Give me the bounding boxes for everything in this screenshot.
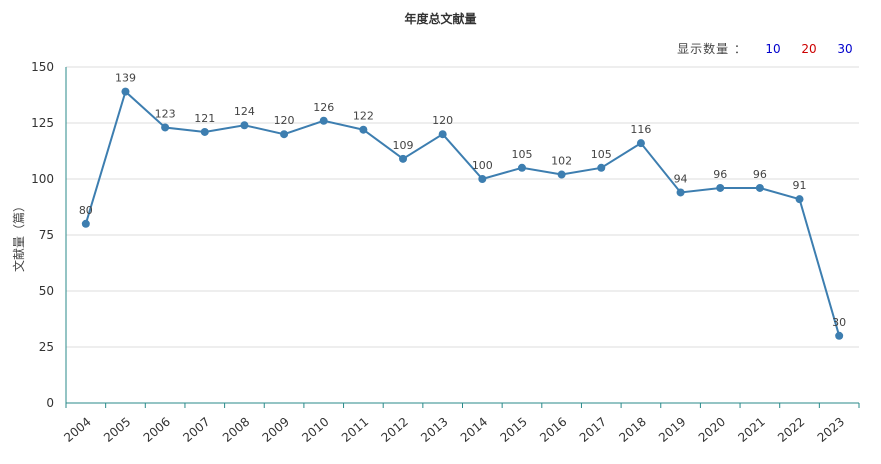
data-point	[835, 331, 844, 340]
x-tick-label: 2022	[775, 415, 807, 445]
y-tick-label: 125	[31, 116, 54, 130]
x-tick-label: 2019	[656, 415, 688, 445]
data-point	[161, 123, 170, 132]
x-tick-label: 2012	[379, 415, 411, 445]
data-label: 121	[194, 112, 215, 125]
data-label: 120	[274, 114, 295, 127]
data-label: 116	[630, 123, 651, 136]
data-point	[359, 125, 368, 134]
y-tick-label: 100	[31, 172, 54, 186]
data-point	[280, 130, 289, 139]
y-tick-label: 150	[31, 60, 54, 74]
data-label: 96	[753, 168, 767, 181]
x-tick-label: 2005	[101, 415, 133, 445]
data-label: 100	[472, 159, 493, 172]
x-tick-label: 2023	[815, 415, 847, 445]
x-tick-label: 2021	[735, 415, 767, 445]
data-point	[636, 139, 645, 148]
data-point	[478, 175, 487, 183]
data-point	[676, 188, 685, 197]
data-point	[200, 127, 209, 136]
x-tick-label: 2018	[616, 415, 648, 445]
display-count-selector: 显示数量 ： 10 20 30	[677, 40, 863, 57]
data-label: 94	[674, 172, 688, 185]
display-count-option-20[interactable]: 20	[801, 41, 817, 56]
x-tick-label: 2006	[141, 415, 173, 445]
data-point	[438, 130, 447, 139]
data-label: 122	[353, 110, 374, 123]
data-label: 91	[793, 179, 807, 192]
x-tick-label: 2014	[458, 415, 490, 445]
data-label: 126	[313, 101, 334, 114]
y-tick-label: 0	[46, 396, 54, 410]
x-tick-label: 2013	[418, 415, 450, 445]
data-point	[399, 154, 408, 163]
x-tick-label: 2008	[220, 415, 252, 445]
data-point	[716, 183, 725, 192]
data-point	[557, 170, 566, 179]
data-label: 124	[234, 105, 255, 118]
data-label: 123	[155, 107, 176, 120]
data-point	[121, 87, 130, 96]
x-tick-label: 2010	[299, 415, 331, 445]
data-label: 109	[393, 139, 414, 152]
data-point	[81, 219, 90, 228]
x-tick-label: 2015	[498, 415, 530, 445]
x-tick-label: 2004	[61, 415, 93, 445]
display-count-label: 显示数量 ：	[677, 42, 747, 56]
x-tick-label: 2007	[180, 415, 212, 445]
data-point	[319, 116, 328, 125]
data-point	[795, 195, 804, 204]
data-label: 102	[551, 155, 572, 168]
chart-title: 年度总文献量	[404, 12, 477, 26]
y-tick-label: 25	[39, 340, 54, 354]
data-label: 30	[832, 316, 846, 329]
data-label: 139	[115, 72, 136, 85]
data-point	[755, 183, 764, 192]
x-tick-label: 2011	[339, 415, 371, 445]
series-line	[84, 89, 841, 337]
x-tick-label: 2017	[577, 415, 609, 445]
data-label: 96	[713, 168, 727, 181]
data-label: 105	[591, 148, 612, 161]
data-point	[597, 163, 606, 172]
data-point	[240, 121, 249, 130]
x-tick-label: 2020	[696, 415, 728, 445]
display-count-option-10[interactable]: 10	[765, 41, 781, 56]
display-count-option-30[interactable]: 30	[837, 41, 853, 56]
data-label: 80	[79, 204, 93, 217]
y-tick-label: 50	[39, 284, 54, 298]
y-tick-label: 75	[39, 228, 54, 242]
data-label: 105	[511, 148, 532, 161]
data-point	[517, 163, 526, 172]
data-label: 120	[432, 114, 453, 127]
x-tick-label: 2009	[260, 415, 292, 445]
x-tick-label: 2016	[537, 415, 569, 445]
